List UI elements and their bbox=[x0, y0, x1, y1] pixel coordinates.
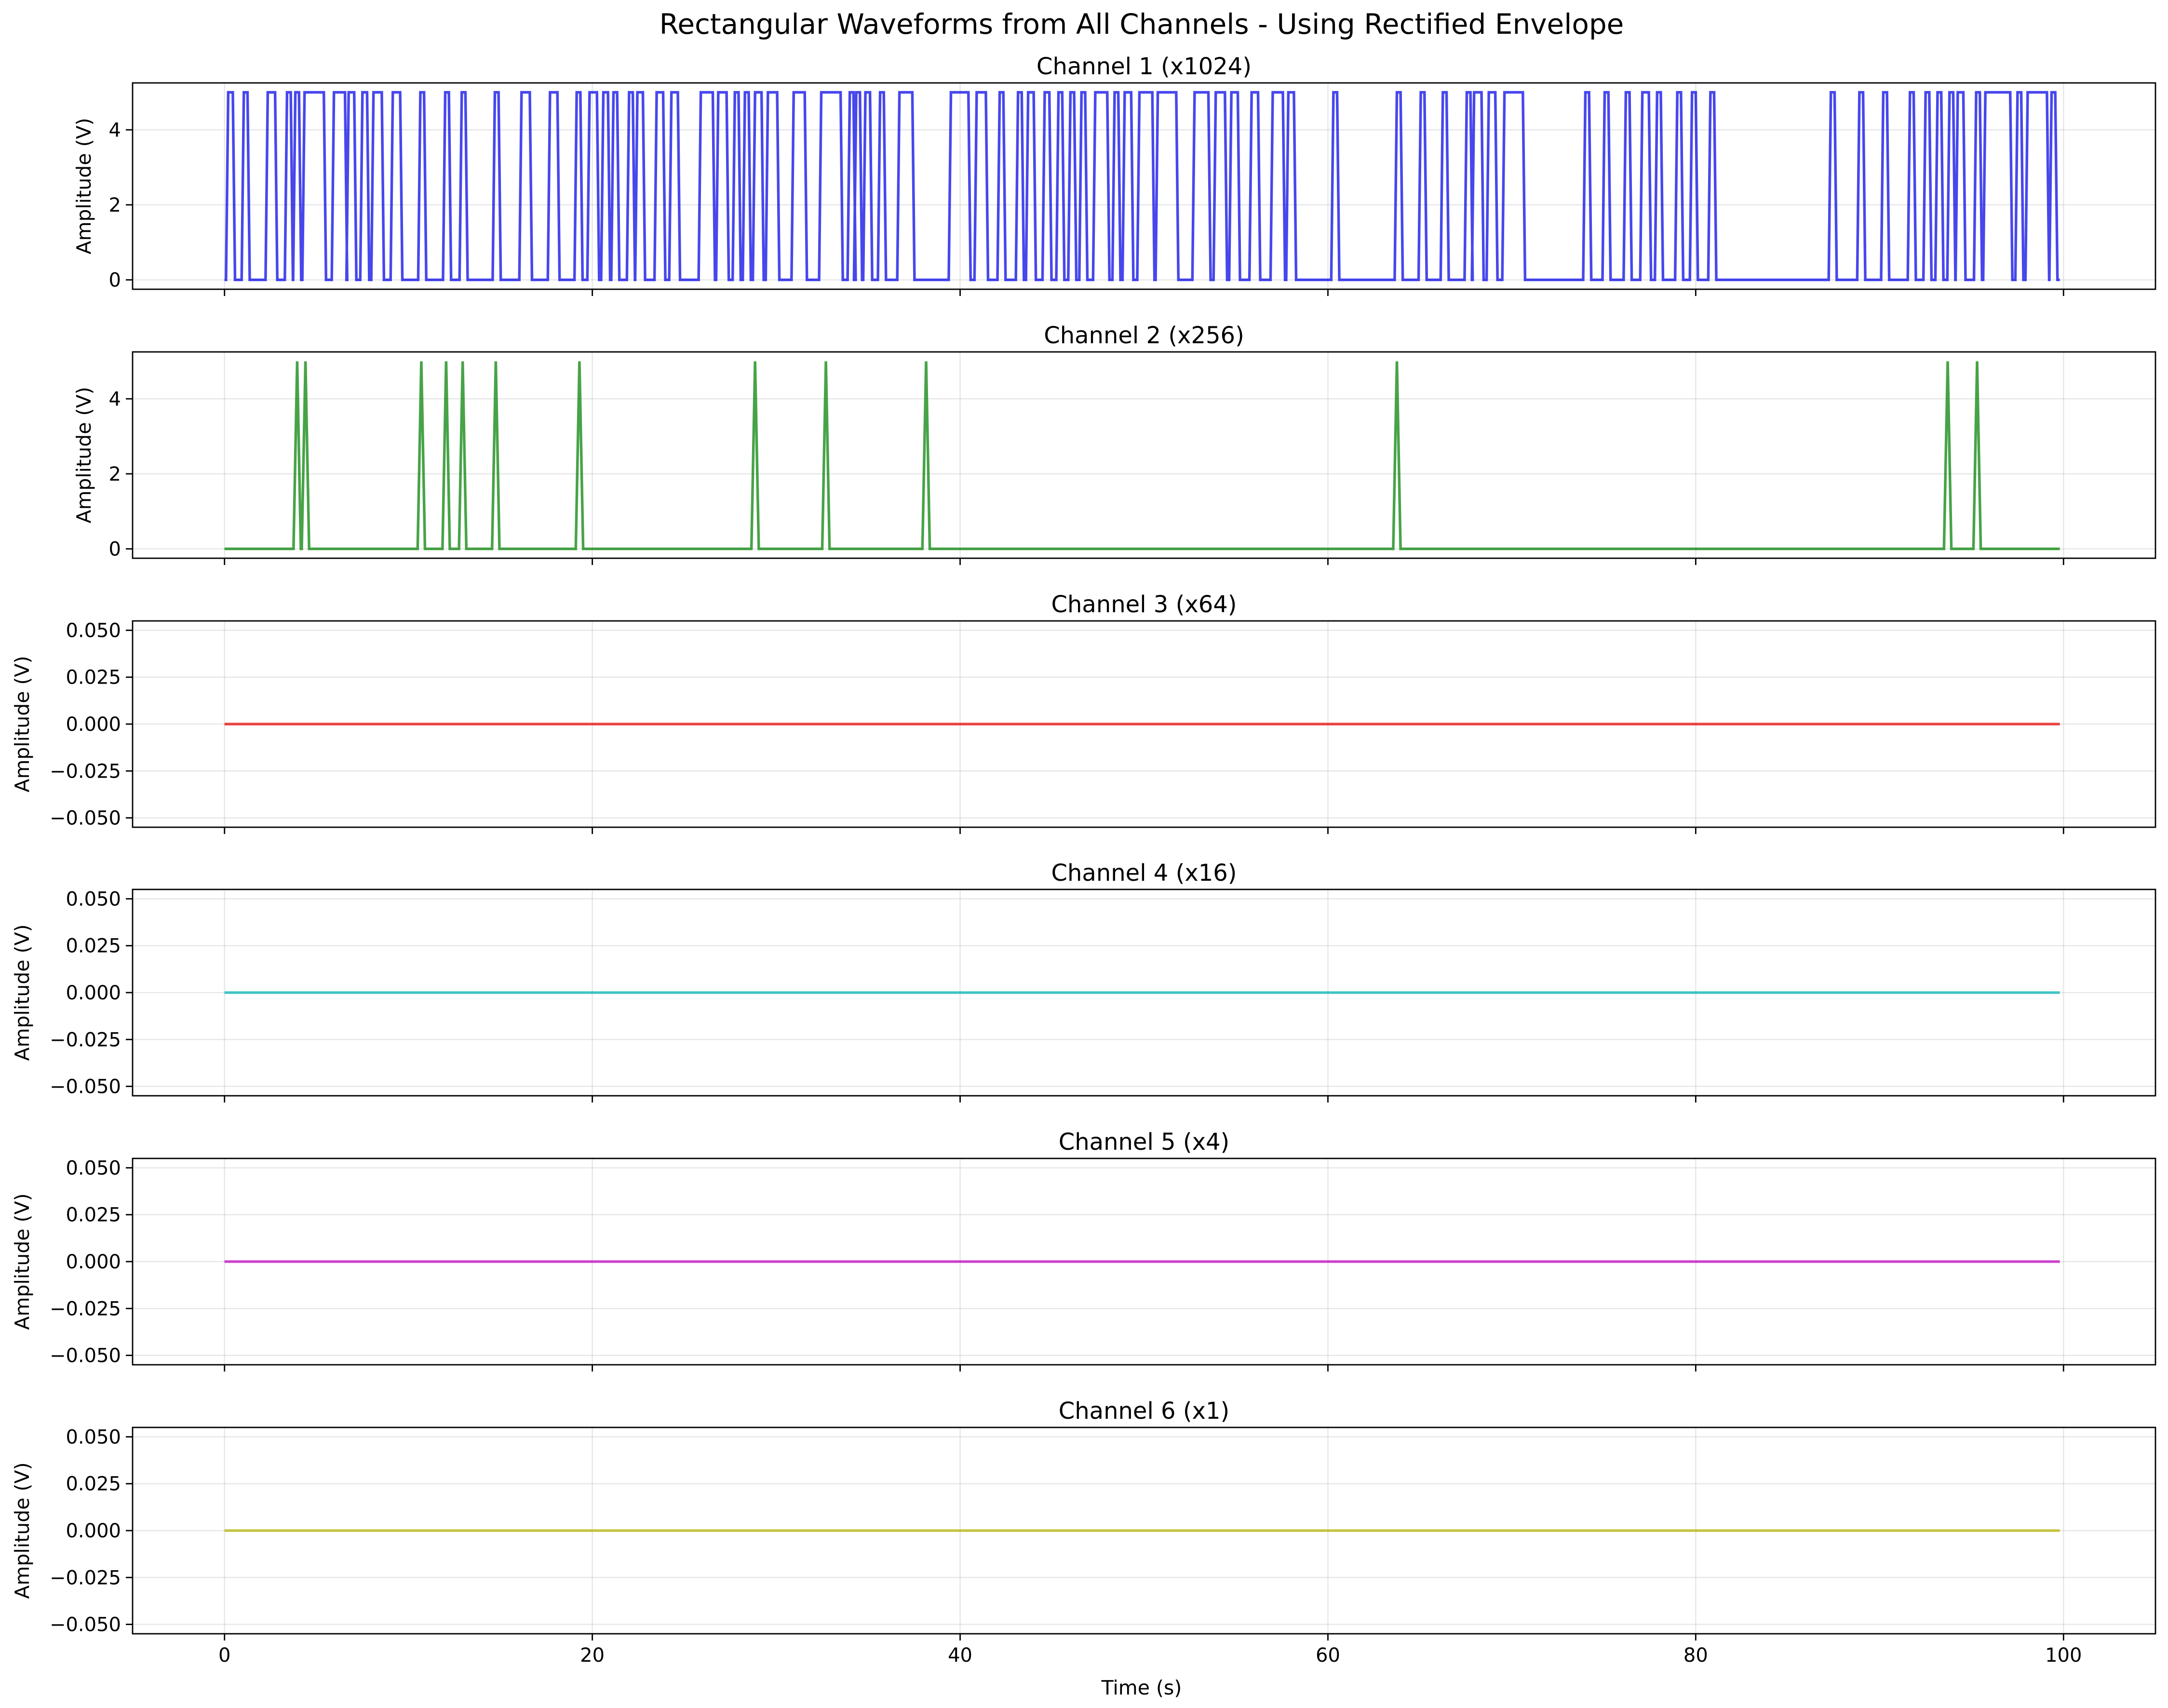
panel-channel-2: Channel 2 (x256) 0 2 4 Amplitude (V) bbox=[72, 322, 2156, 565]
panel-title: Channel 3 (x64) bbox=[1051, 591, 1237, 618]
y-tick-label: 0.025 bbox=[66, 935, 121, 957]
y-tick-label: 0.000 bbox=[66, 1520, 121, 1542]
panel-channel-6: Channel 6 (x1) 0 20 40 60 80 100 −0.050 −0.025 0.… bbox=[11, 1398, 2156, 1667]
y-axis-label: Amplitude (V) bbox=[11, 1193, 34, 1330]
y-tick-label: 0.050 bbox=[66, 1426, 121, 1448]
panel-title: Channel 2 (x256) bbox=[1044, 322, 1244, 349]
y-axis-label: Amplitude (V) bbox=[72, 118, 95, 254]
y-tick-label: 0.025 bbox=[66, 1473, 121, 1495]
y-tick-label: −0.025 bbox=[50, 760, 121, 782]
y-axis-label: Amplitude (V) bbox=[11, 656, 34, 792]
y-tick-label: 0.000 bbox=[66, 713, 121, 736]
y-tick-label: 0.000 bbox=[66, 982, 121, 1004]
figure-title: Rectangular Waveforms from All Channels … bbox=[660, 8, 1624, 40]
y-tick-label: −0.025 bbox=[50, 1567, 121, 1589]
y-tick-label: −0.050 bbox=[50, 1076, 121, 1098]
y-axis-label: Amplitude (V) bbox=[11, 924, 34, 1061]
y-tick-label: 2 bbox=[109, 194, 121, 216]
x-axis-label: Time (s) bbox=[1101, 1676, 1182, 1699]
axes-frame bbox=[132, 351, 2156, 559]
y-tick-label: 0.025 bbox=[66, 1204, 121, 1226]
y-tick-label: 0 bbox=[109, 269, 121, 292]
panel-title: Channel 1 (x1024) bbox=[1037, 53, 1252, 80]
x-tick-label: 60 bbox=[1316, 1644, 1340, 1667]
y-axis-label: Amplitude (V) bbox=[72, 387, 95, 523]
y-tick-label: 0.050 bbox=[66, 1157, 121, 1179]
axes-frame bbox=[132, 82, 2156, 290]
y-tick-label: 0 bbox=[109, 538, 121, 561]
waveform-line bbox=[224, 91, 2060, 282]
y-tick-label: 2 bbox=[109, 463, 121, 485]
y-tick-label: 0.050 bbox=[66, 888, 121, 910]
x-tick-label: 100 bbox=[2045, 1644, 2082, 1667]
x-tick-label: 0 bbox=[218, 1644, 230, 1667]
y-tick-label: 4 bbox=[109, 388, 121, 410]
panel-channel-5: Channel 5 (x4) −0.050 −0.025 0.000 0.025 0.05… bbox=[11, 1129, 2156, 1372]
panel-title: Channel 5 (x4) bbox=[1059, 1129, 1230, 1156]
y-axis-label: Amplitude (V) bbox=[11, 1462, 34, 1599]
panel-title: Channel 6 (x1) bbox=[1059, 1398, 1230, 1425]
y-tick-label: −0.025 bbox=[50, 1298, 121, 1320]
x-tick-label: 80 bbox=[1683, 1644, 1708, 1667]
panel-channel-4: Channel 4 (x16) −0.050 −0.025 0.000 0.025 0.0… bbox=[11, 860, 2156, 1103]
waveform-line bbox=[224, 361, 2060, 551]
panel-channel-1: Channel 1 (x1024) 0 2 4 Amplitude (V) bbox=[72, 53, 2156, 296]
y-tick-label: −0.025 bbox=[50, 1029, 121, 1051]
y-tick-label: −0.050 bbox=[50, 1614, 121, 1636]
y-tick-label: 0.050 bbox=[66, 619, 121, 642]
y-tick-label: −0.050 bbox=[50, 807, 121, 830]
panel-channel-3: Channel 3 (x64) −0.050 −0.025 0.000 0.025 0.0… bbox=[11, 591, 2156, 834]
x-tick-label: 20 bbox=[580, 1644, 605, 1667]
y-tick-label: −0.050 bbox=[50, 1345, 121, 1367]
x-tick-label: 40 bbox=[948, 1644, 972, 1667]
panel-title: Channel 4 (x16) bbox=[1051, 860, 1237, 887]
y-tick-label: 0.000 bbox=[66, 1251, 121, 1273]
y-tick-label: 0.025 bbox=[66, 667, 121, 689]
y-tick-label: 4 bbox=[109, 119, 121, 141]
